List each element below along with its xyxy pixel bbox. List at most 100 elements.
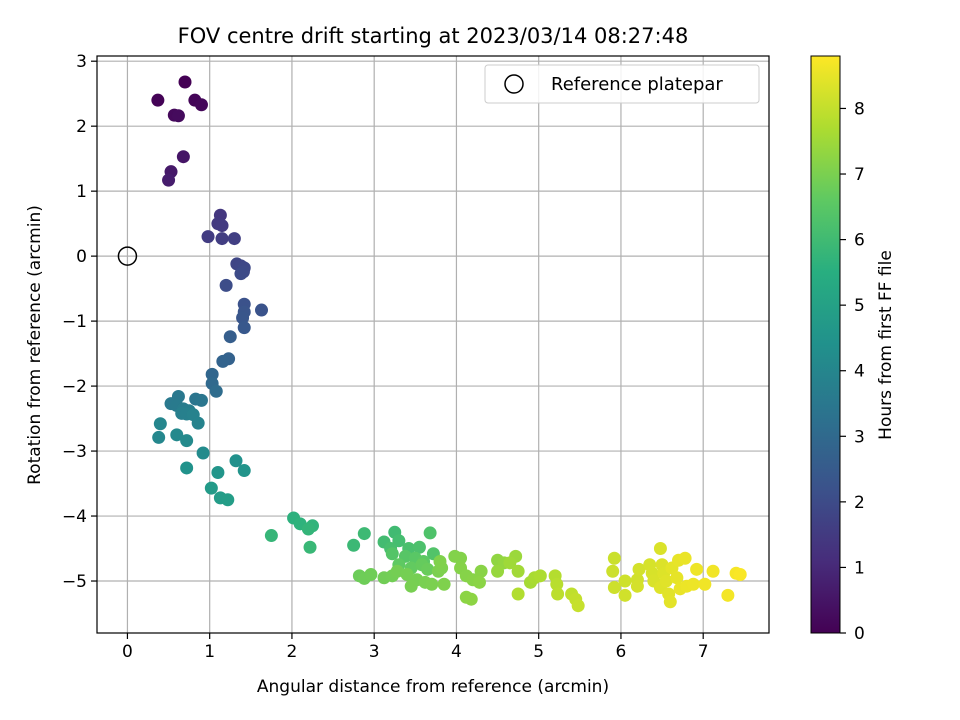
chart-title: FOV centre drift starting at 2023/03/14 … bbox=[178, 24, 689, 48]
data-point bbox=[196, 446, 210, 460]
data-point bbox=[659, 574, 673, 588]
legend-box bbox=[484, 64, 760, 104]
data-point bbox=[606, 564, 620, 578]
grid-lines bbox=[97, 56, 769, 633]
data-point bbox=[412, 540, 426, 554]
colorbar-tick-label: 3 bbox=[854, 427, 865, 447]
data-point bbox=[237, 321, 251, 335]
y-tick-label: −3 bbox=[62, 442, 87, 462]
colorbar-tick-label: 8 bbox=[854, 99, 865, 119]
data-point bbox=[385, 547, 399, 561]
data-point bbox=[194, 98, 208, 112]
data-point bbox=[151, 93, 165, 107]
colorbar-tick-label: 0 bbox=[854, 624, 865, 644]
x-tick-label: 1 bbox=[204, 642, 215, 662]
data-point bbox=[663, 595, 677, 609]
data-point bbox=[180, 461, 194, 475]
data-point bbox=[152, 430, 166, 444]
data-point bbox=[209, 384, 223, 398]
data-point bbox=[215, 232, 229, 246]
data-point bbox=[670, 571, 684, 585]
data-point bbox=[437, 577, 451, 591]
data-point bbox=[392, 534, 406, 548]
data-point bbox=[234, 267, 248, 281]
data-point bbox=[236, 311, 250, 325]
data-point bbox=[216, 354, 230, 368]
y-tick-label: −1 bbox=[62, 312, 87, 332]
y-tick-label: −5 bbox=[62, 572, 87, 592]
data-point bbox=[706, 564, 720, 578]
data-point bbox=[176, 150, 190, 164]
y-tick-label: −4 bbox=[62, 507, 87, 527]
data-point bbox=[153, 417, 167, 431]
data-point bbox=[219, 278, 233, 292]
data-point bbox=[686, 577, 700, 591]
data-point bbox=[223, 330, 237, 344]
data-point bbox=[618, 574, 632, 588]
y-tick-label: −2 bbox=[62, 377, 87, 397]
data-point bbox=[690, 562, 704, 576]
scatter-points bbox=[151, 75, 747, 613]
data-point bbox=[364, 568, 378, 582]
colorbar-label: Hours from first FF file bbox=[876, 250, 896, 440]
data-point bbox=[215, 219, 229, 233]
x-axis-ticks: 0 1 2 3 4 5 6 7 bbox=[122, 633, 709, 662]
data-point bbox=[474, 564, 488, 578]
data-point bbox=[472, 575, 486, 589]
data-point bbox=[390, 564, 404, 578]
data-point bbox=[550, 577, 564, 591]
data-point bbox=[551, 587, 565, 601]
colorbar-tick-label: 7 bbox=[854, 165, 865, 185]
colorbar-tick-label: 6 bbox=[854, 231, 865, 251]
colorbar-tick-label: 2 bbox=[854, 493, 865, 513]
data-point bbox=[400, 568, 414, 582]
data-point bbox=[201, 230, 215, 244]
data-point bbox=[162, 173, 176, 187]
data-point bbox=[721, 588, 735, 602]
data-point bbox=[571, 599, 585, 613]
reference-platepar-marker bbox=[117, 246, 138, 266]
data-point bbox=[533, 569, 547, 583]
data-point bbox=[425, 577, 439, 591]
data-point bbox=[178, 75, 192, 89]
x-tick-label: 7 bbox=[698, 642, 709, 662]
data-point bbox=[347, 538, 361, 552]
data-point bbox=[454, 551, 468, 565]
data-point bbox=[303, 540, 317, 554]
data-point bbox=[204, 481, 218, 495]
data-point bbox=[607, 581, 621, 595]
data-point bbox=[618, 588, 632, 602]
y-tick-label: 2 bbox=[76, 117, 87, 137]
y-tick-label: 0 bbox=[76, 247, 87, 267]
colorbar-gradient bbox=[810, 55, 841, 634]
data-point bbox=[194, 393, 208, 407]
x-tick-label: 3 bbox=[369, 642, 380, 662]
data-point bbox=[511, 587, 525, 601]
data-point bbox=[237, 464, 251, 478]
data-point bbox=[630, 579, 644, 593]
y-axis-ticks: 3 2 1 0 −1 −2 −3 −4 −5 bbox=[62, 52, 97, 592]
data-point bbox=[357, 527, 371, 541]
data-point bbox=[421, 562, 435, 576]
legend-marker-icon bbox=[504, 74, 524, 94]
data-point bbox=[653, 542, 667, 556]
legend-label: Reference platepar bbox=[551, 74, 723, 95]
data-point bbox=[170, 428, 184, 442]
data-point bbox=[205, 367, 219, 381]
data-point bbox=[301, 522, 315, 536]
data-point bbox=[423, 526, 437, 540]
colorbar-tick-label: 1 bbox=[854, 558, 865, 578]
colorbar: 0 1 2 3 4 5 6 7 8 Hours from first FF file bbox=[810, 55, 896, 644]
data-point bbox=[264, 529, 278, 543]
data-point bbox=[503, 556, 517, 570]
x-tick-label: 5 bbox=[533, 642, 544, 662]
y-tick-label: 1 bbox=[76, 182, 87, 202]
data-point bbox=[191, 416, 205, 430]
data-point bbox=[404, 579, 418, 593]
x-axis-label: Angular distance from reference (arcmin) bbox=[257, 677, 609, 697]
data-point bbox=[221, 493, 235, 507]
data-point bbox=[607, 551, 621, 565]
y-axis-label: Rotation from reference (arcmin) bbox=[25, 205, 45, 485]
data-point bbox=[511, 564, 525, 578]
data-point bbox=[491, 564, 505, 578]
